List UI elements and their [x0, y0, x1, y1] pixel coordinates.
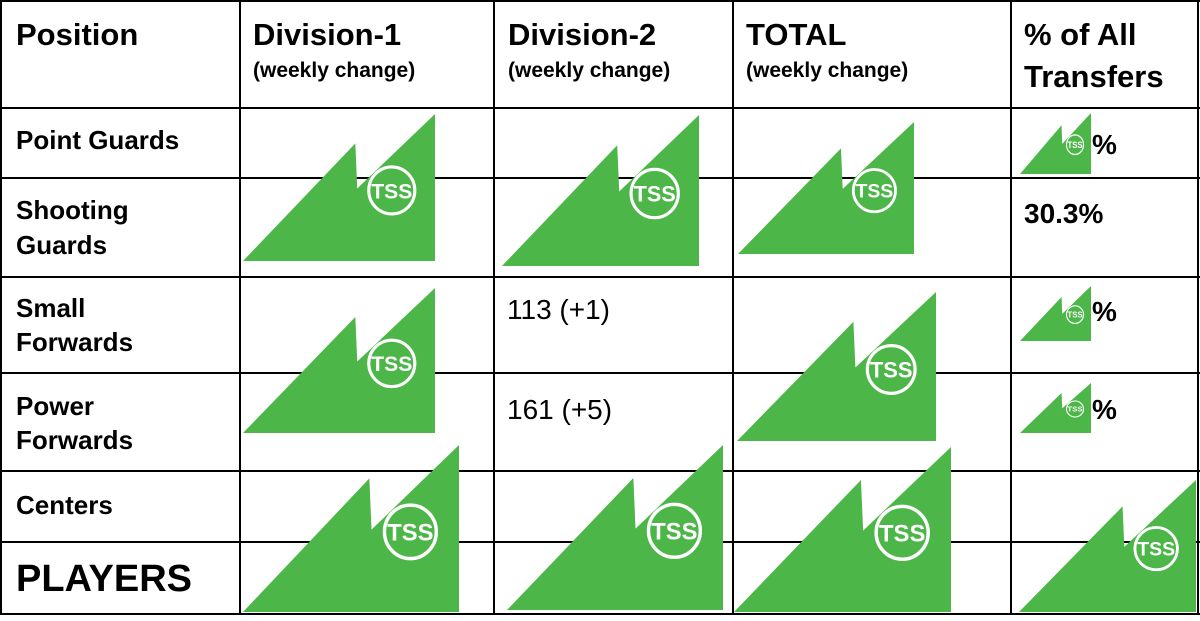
- column-divider: [239, 0, 241, 615]
- svg-text:TSS: TSS: [1067, 139, 1083, 150]
- value-point-guards-pct-suffix: %: [1092, 129, 1117, 160]
- row-divider: [0, 372, 1200, 374]
- value-power-forwards-division-2: 161 (+5): [507, 394, 613, 425]
- header-total-sub: (weekly change): [746, 59, 909, 82]
- tss-logo-icon: TSS: [738, 122, 914, 254]
- row-label-small-forwards-line2: Forwards: [16, 327, 134, 357]
- value-shooting-guards-pct: 30.3%: [1024, 198, 1104, 229]
- column-divider: [1010, 0, 1012, 615]
- svg-text:TSS: TSS: [856, 181, 894, 203]
- header-position: Position: [16, 17, 139, 52]
- svg-text:TSS: TSS: [1067, 405, 1082, 414]
- row-label-point-guards: Point Guards: [16, 125, 180, 155]
- row-label-centers: Centers: [16, 490, 113, 520]
- header-divider: [0, 107, 1200, 109]
- header-pct-line1: % of All: [1024, 17, 1137, 52]
- svg-text:TSS: TSS: [387, 519, 433, 546]
- row-divider: [0, 470, 1200, 472]
- tss-logo-icon: TSS: [1020, 113, 1091, 174]
- header-division-1: Division-1: [253, 17, 402, 52]
- svg-text:TSS: TSS: [371, 353, 412, 376]
- row-label-players: PLAYERS: [16, 558, 192, 600]
- table-border-bottom: [0, 613, 1200, 615]
- row-divider: [0, 276, 1200, 278]
- row-label-power-forwards-line1: Power: [16, 391, 95, 421]
- svg-text:TSS: TSS: [1067, 310, 1082, 319]
- row-label-shooting-guards-line1: Shooting: [16, 195, 129, 225]
- value-power-forwards-pct-suffix: %: [1092, 394, 1117, 425]
- tss-logo-icon: TSS: [243, 445, 459, 612]
- table-border-left: [0, 0, 2, 615]
- header-total: TOTAL: [746, 17, 847, 52]
- svg-text:TSS: TSS: [651, 518, 697, 545]
- column-divider: [493, 0, 495, 615]
- tss-logo-icon: TSS: [737, 292, 936, 441]
- header-division-2-sub: (weekly change): [508, 59, 671, 82]
- tss-logo-icon: TSS: [502, 115, 699, 266]
- tss-logo-icon: TSS: [243, 114, 435, 261]
- header-division-2: Division-2: [508, 17, 657, 52]
- svg-text:TSS: TSS: [879, 520, 925, 547]
- tss-logo-icon: TSS: [1019, 480, 1196, 612]
- value-small-forwards-pct-suffix: %: [1092, 296, 1117, 327]
- row-label-power-forwards-line2: Forwards: [16, 425, 134, 455]
- value-small-forwards-division-2: 113 (+1): [507, 294, 610, 325]
- svg-text:TSS: TSS: [870, 357, 913, 382]
- tss-logo-icon: TSS: [507, 445, 723, 610]
- tss-logo-icon: TSS: [243, 288, 435, 433]
- header-division-1-sub: (weekly change): [253, 59, 416, 82]
- row-label-small-forwards-line1: Small: [16, 293, 86, 323]
- row-label-shooting-guards-line2: Guards: [16, 230, 108, 260]
- header-pct-line2: Transfers: [1024, 59, 1164, 94]
- svg-text:TSS: TSS: [634, 181, 676, 206]
- tss-logo-icon: TSS: [1020, 383, 1091, 433]
- svg-text:TSS: TSS: [371, 179, 412, 203]
- table-border-right: [1197, 0, 1199, 615]
- svg-text:TSS: TSS: [1137, 539, 1175, 561]
- tss-logo-icon: TSS: [734, 447, 951, 612]
- column-divider: [732, 0, 734, 615]
- table-border-top: [0, 0, 1200, 2]
- tss-logo-icon: TSS: [1020, 286, 1091, 341]
